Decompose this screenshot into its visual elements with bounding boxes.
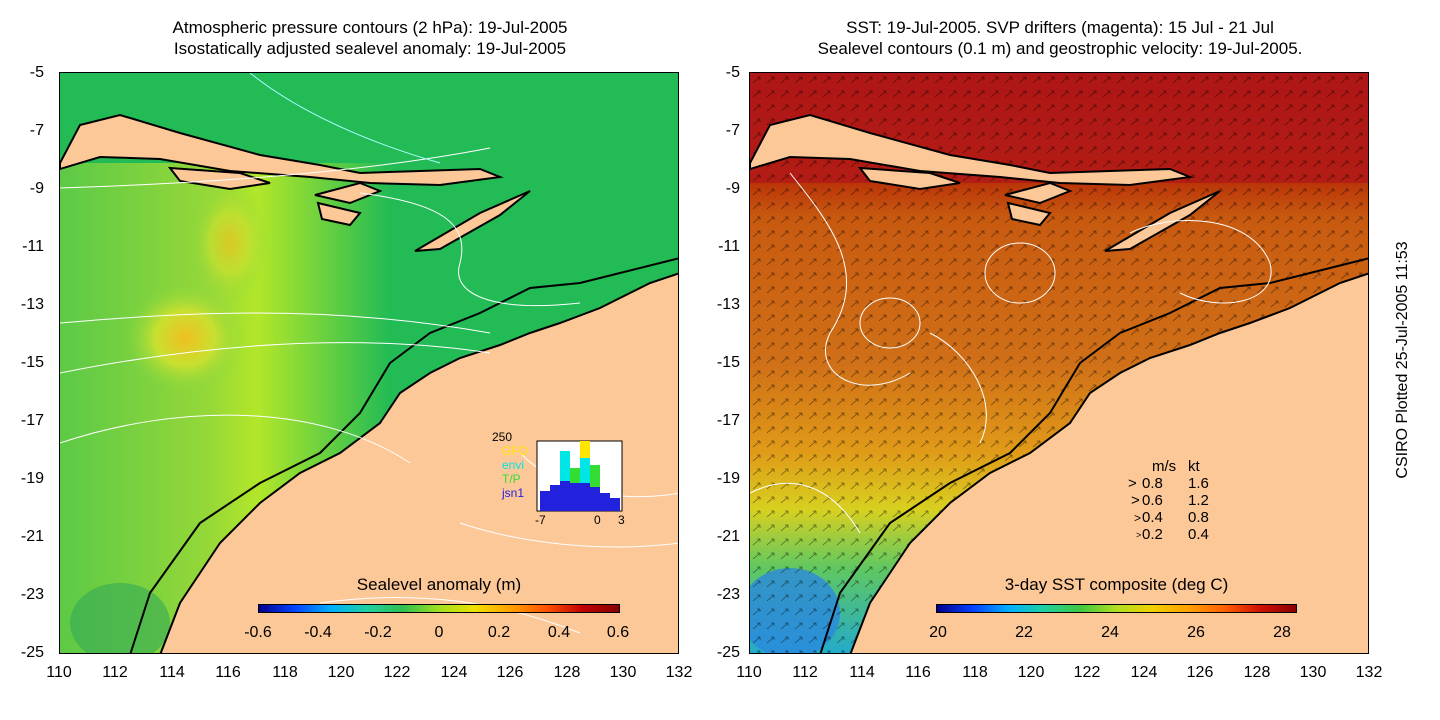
- sealevel-colorbar-tick: -0.2: [364, 624, 392, 641]
- velocity-legend-header-kt: kt: [1188, 458, 1200, 475]
- x-tick-label: 120: [327, 664, 355, 681]
- plot-credit: CSIRO Plotted 25-Jul-2005 11:53: [1394, 241, 1411, 479]
- sst-map: [749, 72, 1369, 654]
- sealevel-colorbar-tick: 0: [434, 624, 444, 641]
- x-tick-label: 112: [792, 664, 818, 681]
- left-title-line1: Atmospheric pressure contours (2 hPa): 1…: [172, 18, 568, 37]
- sst-colorbar-tick: 26: [1187, 624, 1205, 641]
- velocity-legend-kt: 0.8: [1188, 509, 1209, 526]
- x-tick-label: 132: [665, 664, 693, 681]
- inset-series-jsn1: jsn1: [502, 486, 525, 500]
- x-tick-label: 124: [1130, 664, 1158, 681]
- sealevel-colorbar-tick: 0.4: [547, 624, 571, 641]
- sealevel-colorbar-tick: 0.2: [487, 624, 511, 641]
- right-title-line2: Sealevel contours (0.1 m) and geostrophi…: [817, 39, 1303, 58]
- sst-colorbar-label: 3-day SST composite (deg C): [1004, 575, 1229, 594]
- x-tick-label: 116: [215, 664, 241, 681]
- y-tick-label: -15: [716, 354, 740, 371]
- x-tick-label: 114: [849, 664, 875, 681]
- right-map-title: SST: 19-Jul-2005. SVP drifters (magenta)…: [750, 17, 1370, 59]
- x-tick-label: 122: [1073, 664, 1101, 681]
- y-tick-label: -9: [725, 180, 740, 197]
- velocity-legend-ms: 0.4: [1142, 509, 1163, 526]
- x-tick-label: 114: [159, 664, 185, 681]
- y-tick-label: -5: [725, 64, 740, 81]
- velocity-arrow-icon: >: [1131, 492, 1140, 509]
- inset-histogram: [536, 440, 623, 512]
- x-tick-label: 130: [1299, 664, 1327, 681]
- sst-colorbar-tick: 22: [1015, 624, 1033, 641]
- velocity-legend-kt: 0.4: [1188, 526, 1209, 543]
- x-tick-label: 110: [46, 664, 72, 681]
- x-tick-label: 116: [905, 664, 931, 681]
- inset-series-gfo: GFO: [502, 444, 528, 458]
- sst-colorbar: [936, 604, 1297, 613]
- x-tick-label: 118: [962, 664, 988, 681]
- y-tick-label: -21: [20, 528, 44, 545]
- sst-colorbar-tick: 24: [1101, 624, 1119, 641]
- y-tick-label: -13: [20, 296, 44, 313]
- inset-series-envi: envi: [502, 458, 525, 472]
- y-tick-label: -23: [20, 586, 44, 603]
- sealevel-colorbar-tick: 0.6: [606, 624, 630, 641]
- velocity-legend-ms: 0.6: [1142, 492, 1163, 509]
- y-tick-label: -17: [20, 412, 44, 429]
- y-tick-label: -25: [716, 644, 740, 661]
- sealevel-anomaly-map: [59, 72, 679, 654]
- velocity-arrow-icon: >: [1134, 511, 1142, 525]
- sst-colorbar-tick: 20: [929, 624, 947, 641]
- y-tick-label: -9: [29, 180, 44, 197]
- y-tick-label: -19: [716, 470, 740, 487]
- x-tick-label: 112: [102, 664, 128, 681]
- y-tick-label: -23: [716, 586, 740, 603]
- x-tick-label: 130: [609, 664, 637, 681]
- y-tick-label: -19: [20, 470, 44, 487]
- y-tick-label: -15: [20, 354, 44, 371]
- x-tick-label: 128: [553, 664, 581, 681]
- x-tick-label: 124: [440, 664, 468, 681]
- velocity-legend-ms: 0.8: [1142, 475, 1163, 492]
- sealevel-colorbar-tick: -0.6: [244, 624, 272, 641]
- y-tick-label: -17: [716, 412, 740, 429]
- y-tick-label: -11: [718, 238, 740, 255]
- x-tick-label: 132: [1355, 664, 1383, 681]
- sst-colorbar-tick: 28: [1273, 624, 1291, 641]
- y-tick-label: -11: [22, 238, 44, 255]
- velocity-legend-header-ms: m/s: [1152, 458, 1177, 475]
- x-tick-label: 118: [272, 664, 298, 681]
- sealevel-colorbar: [258, 604, 620, 613]
- y-tick-label: -25: [20, 644, 44, 661]
- inset-x-tick: 3: [618, 513, 625, 527]
- inset-y-max-label: 250: [492, 430, 513, 444]
- sealevel-colorbar-tick: -0.4: [304, 624, 332, 641]
- x-tick-label: 122: [383, 664, 411, 681]
- velocity-legend-kt: 1.6: [1188, 475, 1209, 492]
- y-tick-label: -5: [29, 64, 44, 81]
- x-tick-label: 120: [1017, 664, 1045, 681]
- sst-map-graphic: [750, 73, 1368, 653]
- y-tick-label: -7: [725, 122, 740, 139]
- x-tick-label: 128: [1243, 664, 1271, 681]
- inset-x-tick: 0: [594, 513, 601, 527]
- x-tick-label: 126: [1186, 664, 1214, 681]
- right-title-line1: SST: 19-Jul-2005. SVP drifters (magenta)…: [846, 18, 1274, 37]
- left-title-line2: Isostatically adjusted sealevel anomaly:…: [173, 39, 567, 58]
- sealevel-anomaly-map-graphic: [60, 73, 678, 653]
- x-tick-label: 126: [496, 664, 524, 681]
- velocity-arrow-icon: >: [1136, 530, 1142, 540]
- x-tick-label: 110: [736, 664, 762, 681]
- sealevel-colorbar-label: Sealevel anomaly (m): [356, 575, 522, 594]
- velocity-legend-ms: 0.2: [1142, 526, 1163, 543]
- y-tick-label: -7: [29, 122, 44, 139]
- y-tick-label: -13: [716, 296, 740, 313]
- velocity-arrow-icon: >: [1128, 475, 1137, 492]
- inset-x-tick: -7: [535, 513, 546, 527]
- y-tick-label: -21: [716, 528, 740, 545]
- inset-series-tp: T/P: [502, 472, 521, 486]
- left-map-title: Atmospheric pressure contours (2 hPa): 1…: [60, 17, 680, 59]
- velocity-legend-kt: 1.2: [1188, 492, 1209, 509]
